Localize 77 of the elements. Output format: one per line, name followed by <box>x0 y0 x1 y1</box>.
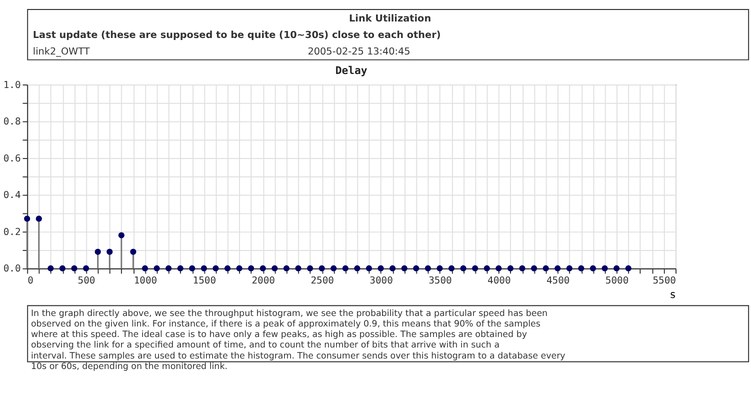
y-tick-label: 0.2 <box>3 226 21 238</box>
point <box>390 265 396 272</box>
point <box>36 216 42 222</box>
x-tick-label: 0 <box>28 275 34 286</box>
point <box>496 265 502 272</box>
point <box>48 265 54 272</box>
point <box>413 265 420 272</box>
point <box>189 265 196 272</box>
point <box>354 265 360 272</box>
x-tick-label: 3500 <box>428 275 452 286</box>
point <box>460 265 466 272</box>
x-tick-label: 5000 <box>605 275 629 286</box>
text: Last update (these are supposed to be quite (10~30s) close to each other) <box>32 30 441 42</box>
point <box>366 265 372 272</box>
point <box>578 265 584 272</box>
point <box>118 232 124 238</box>
point <box>260 265 266 272</box>
point <box>295 265 302 272</box>
point <box>224 265 231 272</box>
y-tick-label: 0.8 <box>3 116 21 128</box>
x-tick-label: 2500 <box>310 275 334 286</box>
point <box>472 265 478 272</box>
x-tick-label: 2000 <box>252 275 276 286</box>
point <box>625 265 632 272</box>
point <box>519 265 526 272</box>
text: Link Utilization <box>348 14 432 25</box>
y-tick-label: 1.0 <box>3 80 21 91</box>
point <box>248 265 254 272</box>
text: 2005-02-25 13:40:45 <box>308 46 410 58</box>
point <box>154 265 160 272</box>
point <box>330 265 337 272</box>
x-tick-label: 4500 <box>546 275 570 286</box>
text: link2_OWTT <box>32 46 90 58</box>
point <box>200 265 207 272</box>
y-tick-label: 0.6 <box>3 153 21 164</box>
chart-title: Delay <box>335 64 368 77</box>
x-tick-label: 3000 <box>370 275 394 286</box>
point <box>436 265 443 272</box>
point <box>94 248 101 255</box>
point <box>507 265 514 272</box>
point <box>283 265 290 272</box>
y-tick-label: 0.0 <box>3 264 21 275</box>
point <box>530 265 538 272</box>
point <box>212 265 219 272</box>
point <box>318 265 325 272</box>
point <box>378 265 384 272</box>
point <box>602 265 608 272</box>
point <box>590 265 596 272</box>
point <box>448 265 455 272</box>
point <box>106 248 113 255</box>
x-tick-label: 1500 <box>192 275 216 286</box>
point <box>342 265 348 272</box>
point <box>82 265 90 272</box>
point <box>59 265 66 272</box>
point <box>424 265 431 272</box>
x-tick-label: 1000 <box>134 275 158 286</box>
point <box>71 265 78 272</box>
point <box>177 265 184 272</box>
point <box>566 265 572 272</box>
point <box>306 265 314 272</box>
point <box>24 216 30 222</box>
point <box>554 265 561 272</box>
point <box>130 248 136 255</box>
point <box>236 265 242 272</box>
point <box>142 265 148 272</box>
point <box>542 265 549 272</box>
text: In the graph directly above, we see the throughput histogram, we see the probability that a particular speed has been observed on the given link. For instance, if there is a peak of approximately 0.9, this means that 90% of the samples where at this speed. The ideal case is to have only a few peaks, as high as possible. The samples are obtained by observing the link for a specified amount of time, and to count the number of bits that arrive with in such a interval. These samples are used to estimate the histogram. The consumer sends over this histogram to a database every 10s or 60s, depending on the monitored link. <box>30 308 566 372</box>
y-tick-label: 0.4 <box>3 190 21 202</box>
x-tick-label: 500 <box>78 275 96 286</box>
x-axis-title: s <box>670 288 676 301</box>
point <box>272 265 278 272</box>
x-tick-label: 4000 <box>488 275 511 286</box>
point <box>401 265 408 272</box>
point <box>166 265 172 272</box>
point <box>484 265 490 272</box>
point <box>614 265 620 272</box>
x-tick-label: 5500 <box>652 275 676 286</box>
